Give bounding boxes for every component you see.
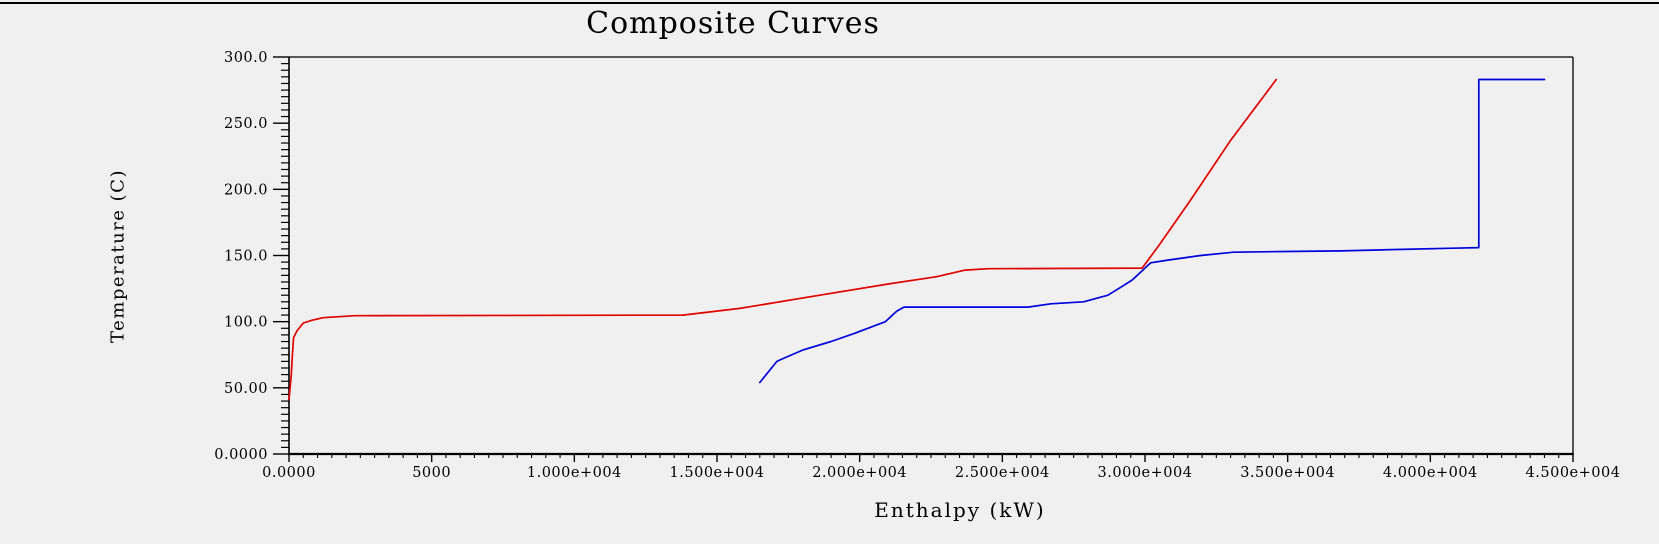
svg-text:4.500e+004: 4.500e+004 bbox=[1526, 465, 1621, 481]
svg-text:1.500e+004: 1.500e+004 bbox=[670, 465, 765, 481]
plot-frame bbox=[288, 56, 1574, 456]
svg-text:5000: 5000 bbox=[412, 465, 451, 481]
hot-composite-curve bbox=[288, 78, 1278, 401]
x-axis-ticks: 0.0000 5000 1.000e+004 1.500e+004 2.000e+004… bbox=[262, 454, 1620, 481]
svg-text:1.000e+004: 1.000e+004 bbox=[527, 465, 622, 481]
svg-text:2.500e+004: 2.500e+004 bbox=[955, 465, 1050, 481]
svg-text:300.0: 300.0 bbox=[224, 50, 268, 66]
svg-text:150.0: 150.0 bbox=[224, 249, 268, 265]
x-axis-title: Enthalpy (kW) bbox=[874, 498, 1046, 522]
svg-text:0.0000: 0.0000 bbox=[214, 447, 268, 463]
cold-composite-curve bbox=[758, 78, 1546, 384]
svg-text:100.0: 100.0 bbox=[224, 315, 268, 331]
svg-text:3.500e+004: 3.500e+004 bbox=[1240, 465, 1335, 481]
svg-text:4.000e+004: 4.000e+004 bbox=[1383, 465, 1478, 481]
window-top-border bbox=[0, 2, 1659, 4]
chart-title: Composite Curves bbox=[586, 6, 880, 41]
svg-text:250.0: 250.0 bbox=[224, 116, 268, 132]
svg-text:2.000e+004: 2.000e+004 bbox=[812, 465, 907, 481]
svg-text:0.0000: 0.0000 bbox=[262, 465, 316, 481]
svg-text:200.0: 200.0 bbox=[224, 182, 268, 198]
svg-text:3.000e+004: 3.000e+004 bbox=[1098, 465, 1193, 481]
y-axis-ticks: 0.0000 50.00 100.0 150.0 200.0 250.0 300.0 bbox=[214, 50, 289, 463]
svg-text:50.00: 50.00 bbox=[224, 381, 268, 397]
